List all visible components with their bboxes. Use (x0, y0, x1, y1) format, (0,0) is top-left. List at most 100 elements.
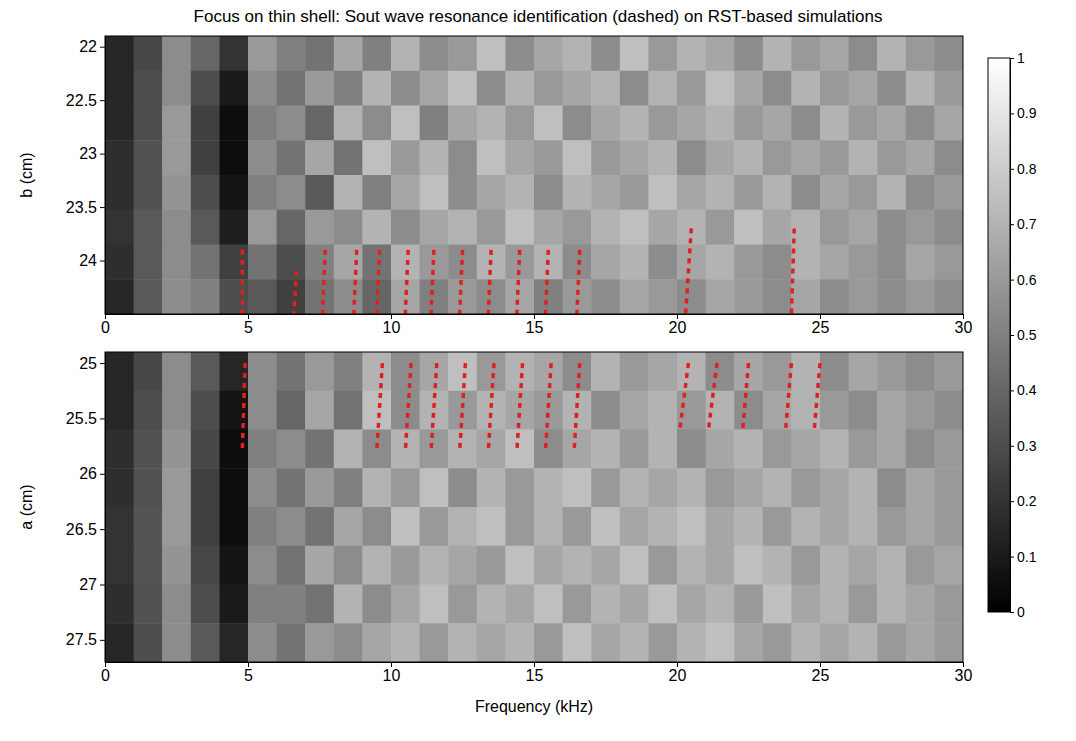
heatmap-cell (248, 279, 277, 314)
heatmap-cell (420, 585, 449, 624)
resonance-line (431, 363, 437, 452)
heatmap-cell (305, 36, 334, 71)
resonance-line (743, 363, 749, 429)
heatmap-cell (277, 210, 306, 245)
heatmap-cell (248, 36, 277, 71)
tick-label: 22 (79, 38, 97, 55)
heatmap-cell (849, 36, 878, 71)
heatmap-cell (362, 623, 391, 662)
tick-mark (391, 662, 392, 667)
heatmap-cell (849, 71, 878, 106)
heatmap-cell (734, 36, 763, 71)
heatmap-cell (505, 175, 534, 210)
axis: 2525.52626.52727.5 (66, 353, 106, 663)
tick-mark (100, 47, 105, 48)
resonance-line (460, 250, 463, 314)
heatmap-cell (734, 106, 763, 141)
heatmap-cell (305, 210, 334, 245)
heatmap-cell (134, 585, 163, 624)
heatmap-cell (134, 71, 163, 106)
heatmap-cell (391, 468, 420, 507)
heatmap-cell (505, 507, 534, 546)
heatmap-cell (620, 585, 649, 624)
heatmap-cell (134, 352, 163, 391)
heatmap-cell (134, 507, 163, 546)
axis: 051015202530 (101, 314, 972, 336)
heatmap-cell (934, 210, 963, 245)
heatmap-cell (305, 585, 334, 624)
tick-label: 30 (955, 319, 973, 336)
heatmap-cell (677, 430, 706, 469)
tick: 0.4 (1010, 382, 1037, 398)
heatmap-cell (219, 623, 248, 662)
heatmap-cell (219, 140, 248, 175)
tick-label: 1 (1017, 50, 1025, 66)
heatmap-cell (620, 245, 649, 280)
heatmap-cell (591, 391, 620, 430)
tick-label: 20 (669, 667, 687, 684)
tick: 1 (1010, 50, 1025, 66)
heatmap-cell (563, 623, 592, 662)
heatmap-cell (934, 585, 963, 624)
tick-mark (1010, 557, 1014, 558)
tick-mark (100, 100, 105, 101)
heatmap-cell (305, 430, 334, 469)
heatmap-cell (820, 279, 849, 314)
resonance-line (354, 250, 357, 314)
heatmap-cell (877, 430, 906, 469)
heatmap-cell (763, 546, 792, 585)
heatmap-cell (620, 279, 649, 314)
heatmap-cell (248, 585, 277, 624)
heatmap-cell (934, 468, 963, 507)
heatmap-cell (734, 140, 763, 175)
heatmap-cell (105, 175, 134, 210)
tick-label: 15 (526, 667, 544, 684)
heatmap-cell (620, 36, 649, 71)
heatmap-cell (191, 210, 220, 245)
heatmap-cell (420, 210, 449, 245)
tick-mark (963, 662, 964, 667)
heatmap-cell (849, 106, 878, 141)
heatmap-cell (162, 430, 191, 469)
heatmap-cell (734, 175, 763, 210)
heatmap-cell (906, 175, 935, 210)
tick-mark (248, 662, 249, 667)
resonance-line (241, 250, 245, 314)
tick: 0 (101, 662, 110, 684)
heatmap-cell (219, 546, 248, 585)
axis: 2222.52323.524 (66, 37, 106, 315)
heatmap-cell (563, 507, 592, 546)
heatmap-cell (219, 106, 248, 141)
tick: 15 (526, 314, 544, 336)
heatmap-cell (849, 468, 878, 507)
tick-mark (820, 662, 821, 667)
heatmap-cell (334, 352, 363, 391)
heatmap-cell (763, 36, 792, 71)
y-axis-title: b (cm) (18, 152, 35, 197)
heatmap-cell (677, 71, 706, 106)
heatmap-cell (448, 210, 477, 245)
heatmap-cell (734, 71, 763, 106)
tick-mark (820, 314, 821, 319)
heatmap-cell (734, 245, 763, 280)
heatmap-cell (134, 245, 163, 280)
heatmap-cell (706, 430, 735, 469)
resonance-line (488, 363, 494, 452)
heatmap-cell (477, 71, 506, 106)
heatmap-cell (648, 623, 677, 662)
heatmap-cell (849, 210, 878, 245)
heatmap-cell (677, 175, 706, 210)
heatmap-cell (362, 546, 391, 585)
heatmap-cell (677, 36, 706, 71)
heatmap-cell (648, 175, 677, 210)
title: Focus on thin shell: Sout wave resonance… (194, 7, 883, 26)
heatmap-cell (305, 279, 334, 314)
heatmap-cell (849, 507, 878, 546)
heatmap-cell (334, 210, 363, 245)
tick-label: 23.5 (66, 199, 97, 216)
heatmap-cell (448, 71, 477, 106)
heatmap-cell (534, 623, 563, 662)
tick: 23.5 (66, 199, 105, 216)
tick-mark (1010, 446, 1014, 447)
heatmap-cell (248, 175, 277, 210)
